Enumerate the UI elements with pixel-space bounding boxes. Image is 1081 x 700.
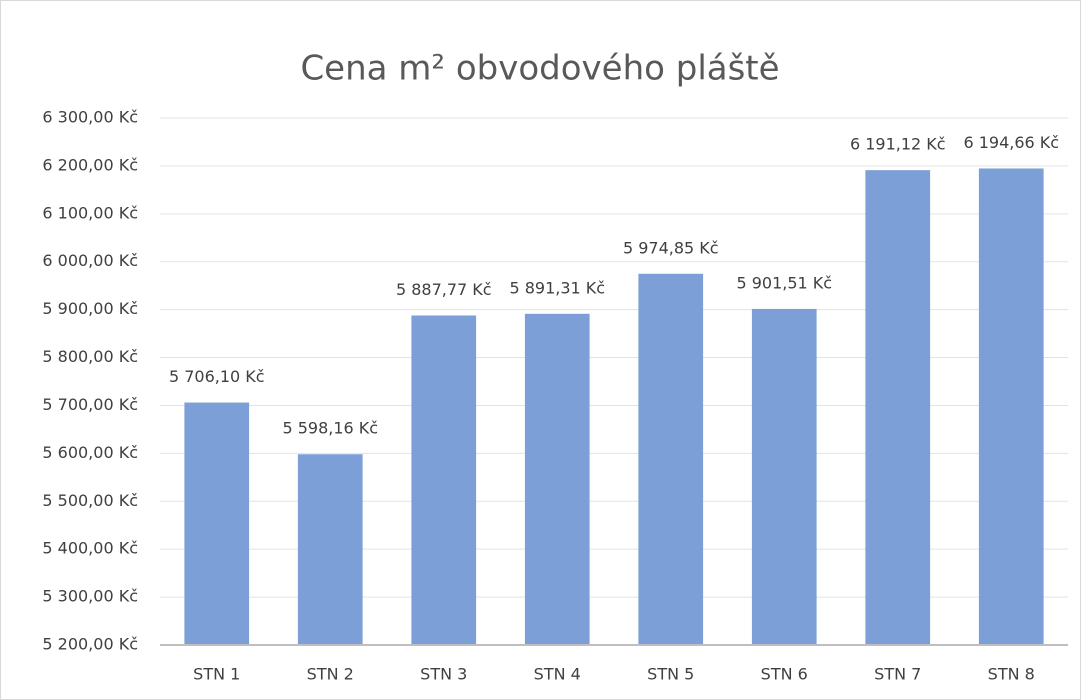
bar <box>524 313 590 645</box>
data-label: 5 901,51 Kč <box>736 273 832 292</box>
x-tick-label: STN 7 <box>874 665 921 684</box>
x-tick-label: STN 5 <box>647 665 694 684</box>
data-label: 5 598,16 Kč <box>282 419 378 438</box>
y-tick-label: 5 500,00 Kč <box>42 491 138 510</box>
data-label: 5 887,77 Kč <box>396 280 492 299</box>
y-tick-label: 5 600,00 Kč <box>42 443 138 462</box>
bar <box>411 315 477 645</box>
bar <box>184 402 250 645</box>
y-tick-label: 5 200,00 Kč <box>42 635 138 654</box>
y-tick-label: 5 900,00 Kč <box>42 299 138 318</box>
bar <box>978 168 1044 645</box>
x-tick-label: STN 4 <box>534 665 581 684</box>
y-tick-label: 6 300,00 Kč <box>42 108 138 127</box>
y-tick-label: 5 400,00 Kč <box>42 539 138 558</box>
data-label: 5 706,10 Kč <box>169 367 265 386</box>
data-label: 5 974,85 Kč <box>623 238 719 257</box>
x-tick-label: STN 1 <box>193 665 240 684</box>
bar <box>865 170 931 645</box>
bar <box>638 273 704 645</box>
data-label: 6 194,66 Kč <box>963 133 1059 152</box>
y-tick-label: 6 100,00 Kč <box>42 203 138 222</box>
x-tick-label: STN 2 <box>307 665 354 684</box>
bar <box>751 308 817 645</box>
x-tick-label: STN 8 <box>988 665 1035 684</box>
y-tick-label: 6 000,00 Kč <box>42 251 138 270</box>
y-tick-label: 5 300,00 Kč <box>42 587 138 606</box>
y-tick-label: 6 200,00 Kč <box>42 155 138 174</box>
data-label: 6 191,12 Kč <box>850 135 946 154</box>
bar <box>297 454 363 645</box>
x-tick-label: STN 6 <box>761 665 808 684</box>
y-tick-label: 5 700,00 Kč <box>42 395 138 414</box>
chart-title: Cena m² obvodového pláště <box>300 49 779 89</box>
x-tick-label: STN 3 <box>420 665 467 684</box>
y-tick-label: 5 800,00 Kč <box>42 347 138 366</box>
data-label: 5 891,31 Kč <box>509 278 605 297</box>
